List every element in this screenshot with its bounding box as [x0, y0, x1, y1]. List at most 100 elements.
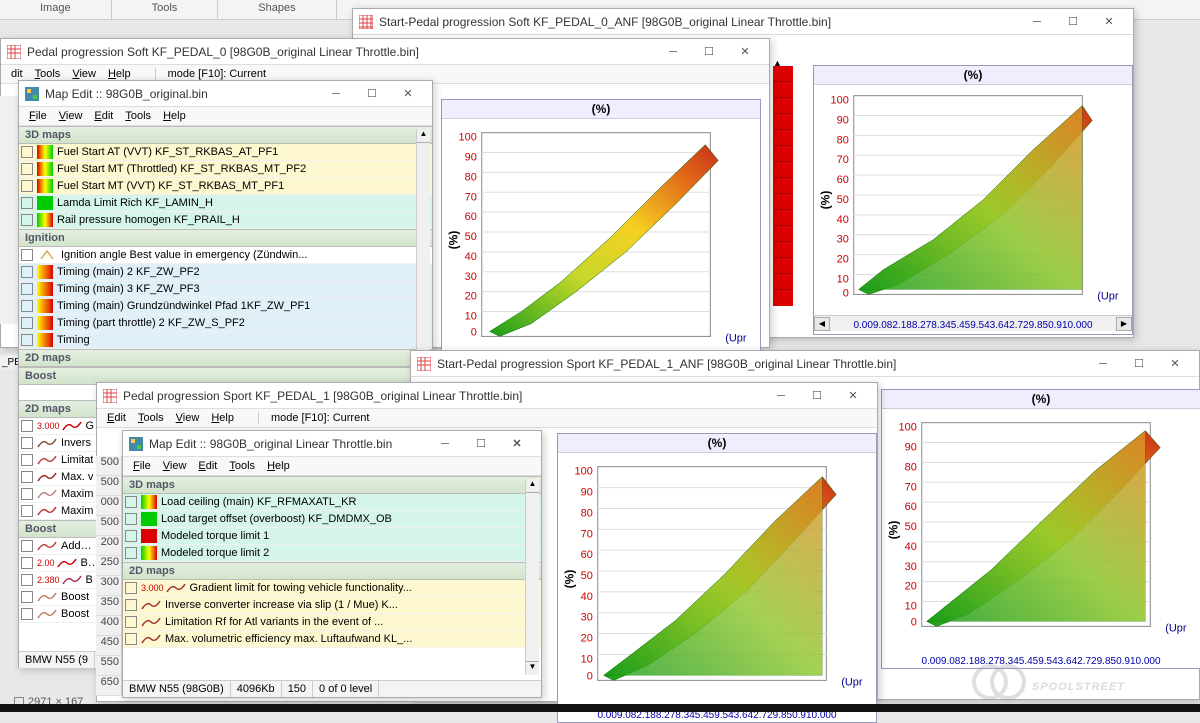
maximize-button[interactable]: ☐ [691, 41, 727, 63]
map-row[interactable]: Max. volumetric efficiency max. Luftaufw… [123, 631, 541, 648]
row-checkbox[interactable] [21, 146, 33, 158]
row-checkbox[interactable] [125, 616, 137, 628]
close-button[interactable]: ✕ [1157, 353, 1193, 375]
menu-view[interactable]: View [72, 68, 96, 80]
map-row[interactable]: Inverse converter increase via slip (1 /… [123, 597, 541, 614]
menu-edit[interactable]: Edit [107, 412, 126, 424]
menu-tools[interactable]: Tools [229, 460, 255, 472]
close-button[interactable]: ✕ [499, 433, 535, 455]
map-row[interactable]: Invers [19, 435, 96, 452]
map-row[interactable]: 2.00Boost [19, 555, 96, 572]
row-checkbox[interactable] [21, 266, 33, 278]
menu-tools[interactable]: Tools [138, 412, 164, 424]
map-row[interactable]: 3.000Gradie [19, 418, 96, 435]
menu-view[interactable]: View [59, 110, 83, 122]
menu-tools[interactable]: Tools [125, 110, 151, 122]
map-row[interactable]: Max. v [19, 469, 96, 486]
menu-edit[interactable]: Edit [94, 110, 113, 122]
map-row[interactable]: 2.380Boost [19, 572, 96, 589]
row-checkbox[interactable] [125, 496, 137, 508]
row-checkbox[interactable] [21, 317, 33, 329]
map-row[interactable]: Timing (main) Grundzündwinkel Pfad 1KF_Z… [19, 298, 432, 315]
map-row[interactable]: Boost [19, 606, 96, 623]
menu-file[interactable]: File [29, 110, 47, 122]
close-button[interactable]: ✕ [727, 41, 763, 63]
menu-edit[interactable]: Edit [198, 460, 217, 472]
map-row[interactable]: Limitation Rf for Atl variants in the ev… [123, 614, 541, 631]
up-arrow-icon[interactable]: ▲ [773, 58, 785, 70]
minimize-button[interactable]: ─ [1019, 11, 1055, 33]
map-row[interactable]: Fuel Start AT (VVT) KF_ST_RKBAS_AT_PF1 [19, 144, 432, 161]
row-checkbox[interactable] [21, 300, 33, 312]
row-checkbox[interactable] [21, 437, 33, 449]
row-checkbox[interactable] [125, 582, 137, 594]
map-row[interactable]: Fuel Start MT (Throttled) KF_ST_RKBAS_MT… [19, 161, 432, 178]
tree-scrollbar-2[interactable]: ▲ ▼ [525, 479, 539, 675]
map-row[interactable]: Timing (main) 3 KF_ZW_PF3 [19, 281, 432, 298]
row-checkbox[interactable] [21, 283, 33, 295]
row-checkbox[interactable] [125, 547, 137, 559]
row-checkbox[interactable] [21, 420, 33, 432]
map-row[interactable]: Load target offset (overboost) KF_DMDMX_… [123, 511, 541, 528]
maximize-button[interactable]: ☐ [354, 83, 390, 105]
top-tab-tools[interactable]: Tools [112, 0, 219, 19]
row-checkbox[interactable] [125, 513, 137, 525]
row-checkbox[interactable] [21, 591, 33, 603]
row-checkbox[interactable] [21, 214, 33, 226]
map-row[interactable]: Timing (main) 2 KF_ZW_PF2 [19, 264, 432, 281]
row-checkbox[interactable] [21, 488, 33, 500]
row-checkbox[interactable] [21, 334, 33, 346]
menu-file[interactable]: File [133, 460, 151, 472]
menu-help[interactable]: Help [267, 460, 290, 472]
minimize-button[interactable]: ─ [763, 385, 799, 407]
row-checkbox[interactable] [21, 540, 33, 552]
map-row[interactable]: Timing [19, 332, 432, 349]
row-checkbox[interactable] [21, 163, 33, 175]
map-row[interactable]: 3.000Gradient limit for towing vehicle f… [123, 580, 541, 597]
row-checkbox[interactable] [125, 633, 137, 645]
row-checkbox[interactable] [21, 249, 33, 261]
map-row[interactable]: Fuel Start MT (VVT) KF_ST_RKBAS_MT_PF1 [19, 178, 432, 195]
row-checkbox[interactable] [21, 197, 33, 209]
map-tree-2[interactable]: 3D maps Load ceiling (main) KF_RFMAXATL_… [123, 476, 541, 672]
map-row[interactable]: Load ceiling (main) KF_RFMAXATL_KR [123, 494, 541, 511]
row-checkbox[interactable] [21, 608, 33, 620]
row-checkbox[interactable] [125, 599, 137, 611]
row-checkbox[interactable] [21, 557, 33, 569]
map-row[interactable]: Additic [19, 538, 96, 555]
map-row[interactable]: Maxim [19, 486, 96, 503]
top-tab-shapes[interactable]: Shapes [218, 0, 336, 19]
row-checkbox[interactable] [21, 505, 33, 517]
map-row[interactable]: Maxim [19, 503, 96, 520]
minimize-button[interactable]: ─ [655, 41, 691, 63]
close-button[interactable]: ✕ [390, 83, 426, 105]
maximize-button[interactable]: ☐ [799, 385, 835, 407]
map-row[interactable]: Lamda Limit Rich KF_LAMIN_H [19, 195, 432, 212]
minimize-button[interactable]: ─ [1085, 353, 1121, 375]
map-row[interactable]: Modeled torque limit 1 [123, 528, 541, 545]
map-row[interactable]: Ignition angle Best value in emergency (… [19, 247, 432, 264]
menu-help[interactable]: Help [108, 68, 131, 80]
map-row[interactable]: Boost [19, 589, 96, 606]
map-row[interactable]: Timing (part throttle) 2 KF_ZW_S_PF2 [19, 315, 432, 332]
menu-tools[interactable]: Tools [35, 68, 61, 80]
row-checkbox[interactable] [21, 574, 33, 586]
minimize-button[interactable]: ─ [318, 83, 354, 105]
chart-3d-surface[interactable]: (%) 1009080706050403020100 (Upr [814, 85, 1132, 315]
minimize-button[interactable]: ─ [427, 433, 463, 455]
map-row[interactable]: Modeled torque limit 2 [123, 545, 541, 562]
row-checkbox[interactable] [21, 454, 33, 466]
menu-help[interactable]: Help [163, 110, 186, 122]
row-checkbox[interactable] [125, 530, 137, 542]
menu-view[interactable]: View [163, 460, 187, 472]
map-row[interactable]: Limitat [19, 452, 96, 469]
close-button[interactable]: ✕ [835, 385, 871, 407]
row-checkbox[interactable] [21, 471, 33, 483]
top-tab-image[interactable]: Image [0, 0, 112, 19]
row-checkbox[interactable] [21, 180, 33, 192]
maximize-button[interactable]: ☐ [463, 433, 499, 455]
maximize-button[interactable]: ☐ [1121, 353, 1157, 375]
map-row[interactable]: Rail pressure homogen KF_PRAIL_H [19, 212, 432, 229]
menu-view[interactable]: View [176, 412, 200, 424]
menu-help[interactable]: Help [211, 412, 234, 424]
